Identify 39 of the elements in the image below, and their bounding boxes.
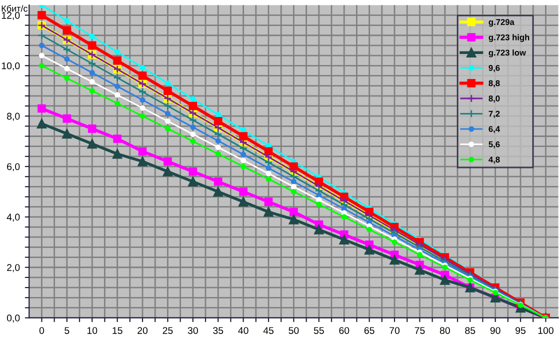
x-tick-label: 70	[390, 327, 400, 334]
legend-label: g.723 high	[488, 34, 530, 42]
legend-label: 7,2	[488, 110, 500, 118]
x-tick-label: 15	[112, 327, 122, 334]
x-tick-label: 40	[238, 327, 248, 334]
x-tick-label: 60	[339, 327, 350, 334]
legend-label: 4,8	[488, 156, 500, 164]
legend-label: 9,6	[488, 65, 500, 72]
x-tick-label: 80	[440, 327, 450, 334]
x-tick-label: 45	[263, 327, 274, 334]
x-tick-label: 25	[162, 327, 173, 334]
x-tick-label: 0	[39, 327, 44, 334]
y-tick-label: 10,0	[2, 62, 20, 70]
y-tick-label: 0,0	[6, 314, 20, 323]
x-tick-label: 95	[516, 327, 526, 334]
legend-label: 6,4	[488, 126, 500, 134]
x-tick-label: 100	[538, 327, 554, 334]
legend-label: 8,8	[488, 80, 500, 88]
x-tick-label: 5	[64, 327, 70, 334]
x-tick-label: 55	[314, 327, 324, 334]
x-tick-label: 10	[87, 327, 98, 334]
y-tick-label: 6,0	[7, 163, 20, 172]
legend-label: g.723 low	[488, 49, 526, 58]
legend-label: g.729a	[488, 19, 514, 27]
y-tick-label: 8,0	[7, 112, 20, 121]
y-axis-title: Кбит/с	[2, 5, 28, 12]
legend-label: 8,0	[488, 96, 500, 103]
y-tick-label: 4,0	[6, 214, 20, 222]
y-tick-label: 12,0	[2, 12, 20, 20]
x-tick-label: 75	[414, 327, 425, 334]
legend-label: 5,6	[488, 141, 500, 148]
x-tick-label: 85	[465, 327, 476, 334]
x-tick-label: 35	[213, 327, 224, 334]
x-tick-label: 30	[188, 327, 198, 334]
x-tick-label: 90	[490, 327, 500, 334]
x-tick-label: 20	[138, 327, 148, 334]
x-tick-label: 50	[288, 327, 299, 334]
y-tick-label: 2,0	[7, 264, 20, 272]
x-tick-label: 65	[364, 327, 374, 334]
